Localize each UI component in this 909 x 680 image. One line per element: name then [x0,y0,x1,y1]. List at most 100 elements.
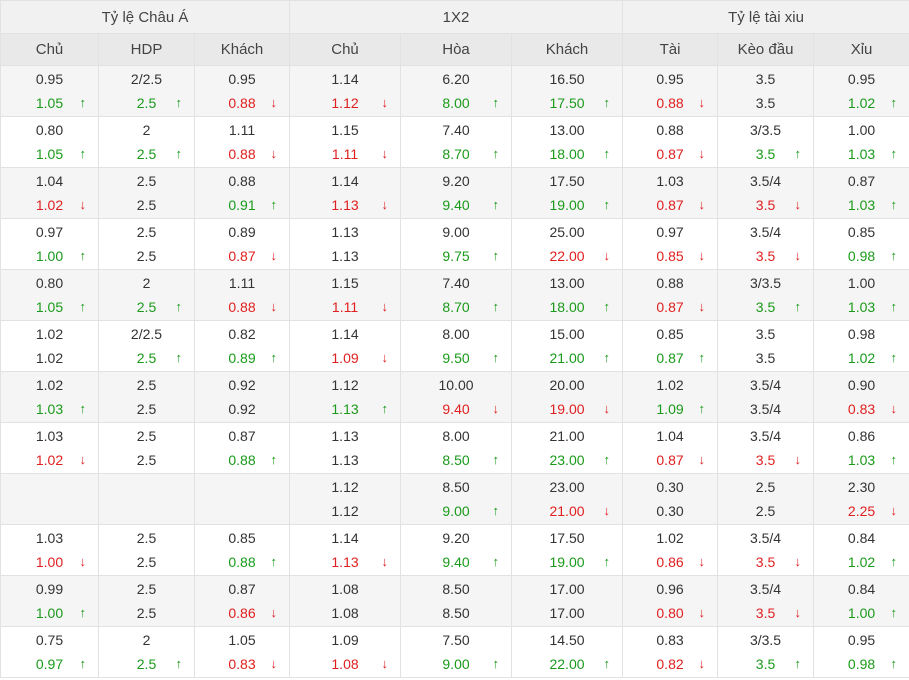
table-row[interactable]: 0.97 1.00 ↑ 2.5 2.5 0.89 0.87 ↓ 1.13 1.13 9.00 9.75… [0,218,909,270]
table-row[interactable]: 0.99 1.00 ↑ 2.5 2.5 0.87 0.86 ↓ 1.08 1.08 8.50 8.50… [0,575,909,627]
table-row[interactable]: 1.02 1.03 ↑ 2.5 2.5 0.92 0.92 1.12 1.13 ↑ 10.00 9.4… [0,371,909,423]
odds-value: 0.95 [847,632,876,648]
odds-value: 7.50 [442,632,470,648]
odds-value: 1.05 [35,146,64,162]
odds-value: 3.5 [755,248,776,264]
table-row[interactable]: 0.95 1.05 ↑ 2/2.5 2.5 ↑ 0.95 0.88 ↓ 1.14 1.12 ↓ 6.20… [0,65,909,117]
table-row[interactable]: 1.12 1.12 8.50 9.00 ↑ 23.00 21.00 ↓ 0.30 0.30 2.5 2… [0,473,909,525]
odds-value: 20.00 [549,377,585,393]
arrow-up-icon: ↑ [492,197,500,212]
table-row[interactable]: 0.75 0.97 ↑ 2 2.5 ↑ 1.05 0.83 ↓ 1.09 1.08 ↓ 7.50 9.00… [0,626,909,678]
odds-value: 0.88 [228,554,256,570]
current-odds: 1.02 ↑ [814,550,909,574]
current-odds: 1.03 ↑ [814,295,909,319]
odds-cell-1x2-home: 1.12 1.13 ↑ [289,371,402,423]
table-row[interactable]: 0.80 1.05 ↑ 2 2.5 ↑ 1.11 0.88 ↓ 1.15 1.11 ↓ 7.40 8.70… [0,269,909,321]
current-odds: 2.5 [99,550,194,574]
odds-cell-asian-away: 1.11 0.88 ↓ [193,116,291,168]
odds-cell-asian-hdp: 2.5 2.5 [98,524,195,576]
arrow-up-icon: ↑ [794,656,802,671]
current-odds: 0.83 ↓ [195,652,289,676]
table-row[interactable]: 1.04 1.02 ↓ 2.5 2.5 0.88 0.91 ↑ 1.14 1.13 ↓ 9.20 9.4… [0,167,909,219]
odds-cell-asian-hdp: 2.5 2.5 [98,422,195,474]
arrow-up-icon: ↑ [270,197,278,212]
current-odds: 1.02 ↑ [814,91,909,115]
odds-cell-asian-hdp: 2/2.5 2.5 ↑ [98,320,195,372]
opening-odds: 2.5 [718,475,813,499]
odds-value: 0.89 [228,350,256,366]
odds-value: 0.97 [656,224,684,240]
odds-value: 3.5 [755,197,776,213]
opening-odds: 13.00 [512,118,622,142]
odds-value: 18.00 [549,299,585,315]
odds-body: 0.95 1.05 ↑ 2/2.5 2.5 ↑ 0.95 0.88 ↓ 1.14 1.12 ↓ 6.20… [0,65,909,678]
odds-cell-1x2-home: 1.12 1.12 [289,473,402,525]
current-odds: 0.86 ↓ [623,550,717,574]
opening-odds: 2.5 [99,526,194,550]
opening-odds: 0.85 [195,526,289,550]
odds-cell-ou-over: 0.30 0.30 [622,473,719,525]
odds-value: 2.5 [136,350,157,366]
current-odds: 0.98 ↑ [814,244,909,268]
odds-value: 1.13 [331,554,359,570]
arrow-up-icon: ↑ [603,146,611,161]
odds-cell-1x2-home: 1.15 1.11 ↓ [289,116,402,168]
odds-cell-asian-away: 0.88 0.91 ↑ [193,167,291,219]
odds-cell-asian-hdp [98,473,195,525]
odds-value: 2.5 [136,656,157,672]
odds-cell-1x2-home: 1.14 1.09 ↓ [289,320,402,372]
odds-value: 0.88 [228,95,256,111]
arrow-down-icon: ↓ [698,656,706,671]
arrow-up-icon: ↑ [492,554,500,569]
odds-value: 1.03 [35,401,64,417]
arrow-down-icon: ↓ [381,146,389,161]
odds-value: 8.50 [442,605,470,621]
current-odds: 8.50 [401,601,511,625]
odds-cell-asian-away: 0.87 0.86 ↓ [193,575,291,627]
arrow-up-icon: ↑ [492,503,500,518]
opening-odds: 3.5/4 [718,424,813,448]
opening-odds: 0.87 [195,424,289,448]
odds-cell-ou-over: 0.88 0.87 ↓ [622,269,719,321]
arrow-down-icon: ↓ [794,248,802,263]
odds-value: 3.5/4 [749,377,782,393]
group-header-asian: Tỷ lệ Châu Á [0,0,291,34]
current-odds: 8.70 ↑ [401,295,511,319]
odds-value: 8.50 [442,452,470,468]
opening-odds: 0.84 [814,577,909,601]
odds-value: 3.5 [755,656,776,672]
odds-value: 3.5 [755,71,776,87]
odds-value: 8.00 [442,326,470,342]
odds-cell-1x2-away: 15.00 21.00 ↑ [511,320,624,372]
arrow-down-icon: ↓ [381,554,389,569]
current-odds: 1.02 [1,346,98,370]
arrow-down-icon: ↓ [698,197,706,212]
odds-cell-ou-over: 0.83 0.82 ↓ [622,626,719,678]
opening-odds: 0.99 [1,577,98,601]
odds-value: 9.75 [442,248,470,264]
odds-value: 1.03 [656,173,684,189]
arrow-up-icon: ↑ [890,656,898,671]
current-odds: 2.5 ↑ [99,91,194,115]
opening-odds: 13.00 [512,271,622,295]
odds-value: 1.03 [847,146,876,162]
current-odds: 1.13 [290,244,400,268]
current-odds: 0.85 ↓ [623,244,717,268]
table-row[interactable]: 0.80 1.05 ↑ 2 2.5 ↑ 1.11 0.88 ↓ 1.15 1.11 ↓ 7.40 8.70… [0,116,909,168]
current-odds: 2.5 [99,448,194,472]
odds-cell-1x2-draw: 9.00 9.75 ↑ [400,218,513,270]
current-odds: 1.03 ↑ [814,193,909,217]
table-row[interactable]: 1.02 1.02 2/2.5 2.5 ↑ 0.82 0.89 ↑ 1.14 1.09 ↓ 8.00 9… [0,320,909,372]
odds-cell-1x2-draw: 9.20 9.40 ↑ [400,524,513,576]
current-odds: 9.00 ↑ [401,499,511,523]
table-row[interactable]: 1.03 1.02 ↓ 2.5 2.5 0.87 0.88 ↑ 1.13 1.13 8.00 8.50… [0,422,909,474]
current-odds: 2.5 ↑ [99,346,194,370]
odds-value: 2.5 [136,173,157,189]
odds-value: 0.95 [656,71,684,87]
opening-odds: 8.00 [401,424,511,448]
arrow-up-icon: ↑ [79,146,87,161]
odds-value: 7.40 [442,122,470,138]
odds-value: 1.13 [331,224,359,240]
table-row[interactable]: 1.03 1.00 ↓ 2.5 2.5 0.85 0.88 ↑ 1.14 1.13 ↓ 9.20 9.4… [0,524,909,576]
odds-value: 0.97 [35,224,64,240]
